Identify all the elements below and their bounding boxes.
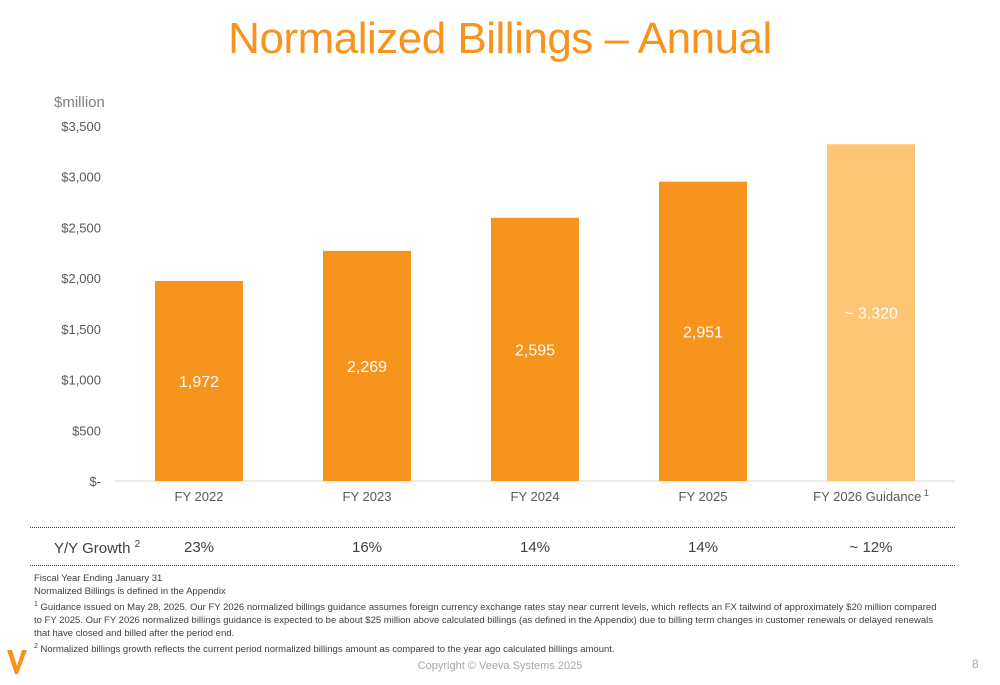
y-tick-label: $- bbox=[89, 474, 101, 489]
growth-value: 23% bbox=[183, 539, 215, 556]
bar-data-label: 2,951 bbox=[683, 324, 723, 341]
growth-value: ~ 12% bbox=[849, 539, 893, 556]
y-tick-label: $2,500 bbox=[61, 220, 101, 235]
x-axis: FY 2022 FY 2023 FY 2024 FY 2025 FY 2026 Guid… bbox=[175, 488, 929, 504]
bar bbox=[659, 181, 747, 482]
growth-row-label: Y/Y Growth 2 bbox=[54, 539, 140, 557]
growth-divider-top bbox=[30, 527, 955, 528]
y-axis: $- $500 $1,000 $1,500 $2,000 $2,500 $3,000 $3,5… bbox=[61, 119, 101, 489]
y-tick-label: $3,000 bbox=[61, 170, 101, 185]
growth-footnote-marker: 2 bbox=[134, 539, 141, 550]
note-fiscal-year: Fiscal Year Ending January 31 bbox=[34, 573, 163, 584]
note-1-marker: 1 bbox=[34, 601, 38, 608]
note-definition: Normalized Billings is defined in the Ap… bbox=[34, 586, 226, 597]
y-tick-label: $3,500 bbox=[61, 119, 101, 134]
growth-label-text: Y/Y Growth bbox=[54, 540, 131, 557]
billings-bar-chart: $million $-$500$1,000$1,500$2,000$2,500$… bbox=[54, 94, 955, 504]
bar bbox=[827, 144, 915, 481]
bar-data-label: 2,595 bbox=[515, 342, 555, 359]
note-1: 1 Guidance issued on May 28, 2025. Our F… bbox=[34, 598, 939, 640]
x-tick-label: FY 2023 bbox=[343, 489, 392, 504]
page-title: Normalized Billings – Annual bbox=[228, 14, 772, 63]
x-tick-label: FY 2026 Guidance 1 bbox=[813, 488, 929, 504]
x-tick-label: FY 2024 bbox=[511, 489, 560, 504]
y-tick-label: $1,000 bbox=[61, 373, 101, 388]
note-2-marker: 2 bbox=[34, 643, 38, 651]
bar bbox=[323, 250, 411, 481]
growth-value: 14% bbox=[687, 539, 719, 556]
y-tick-label: $500 bbox=[72, 423, 101, 438]
y-axis-label: $million bbox=[54, 94, 105, 111]
page-number: 8 bbox=[972, 657, 979, 671]
x-tick-label: FY 2025 bbox=[679, 489, 728, 504]
growth-divider-bottom bbox=[30, 565, 955, 566]
bar bbox=[491, 217, 579, 482]
note-2-text: Normalized billings growth reflects the … bbox=[37, 644, 615, 656]
y-tick-label: $2,000 bbox=[61, 271, 101, 286]
y-tick-label: $1,500 bbox=[61, 322, 101, 337]
bar bbox=[155, 280, 243, 481]
bar-data-label: 1,972 bbox=[179, 374, 219, 391]
growth-value: 14% bbox=[519, 539, 551, 556]
note-2: 2 Normalized billings growth reflects th… bbox=[34, 640, 939, 656]
veeva-v-logo-icon bbox=[7, 650, 27, 674]
bars: 1,972 2,269 2,595 2,951 ~ 3,320 bbox=[155, 144, 915, 482]
bar-data-label: ~ 3,320 bbox=[844, 306, 898, 323]
footnotes: Fiscal Year Ending January 31 Normalized… bbox=[34, 572, 939, 656]
x-tick-label: FY 2022 bbox=[175, 489, 224, 504]
copyright: Copyright © Veeva Systems 2025 bbox=[417, 660, 583, 672]
x-tick-footnote-marker: 1 bbox=[921, 488, 929, 498]
bar-data-label: 2,269 bbox=[347, 359, 387, 376]
note-1-text: Guidance issued on May 28, 2025. Our FY … bbox=[34, 602, 937, 640]
growth-value: 16% bbox=[351, 539, 383, 556]
